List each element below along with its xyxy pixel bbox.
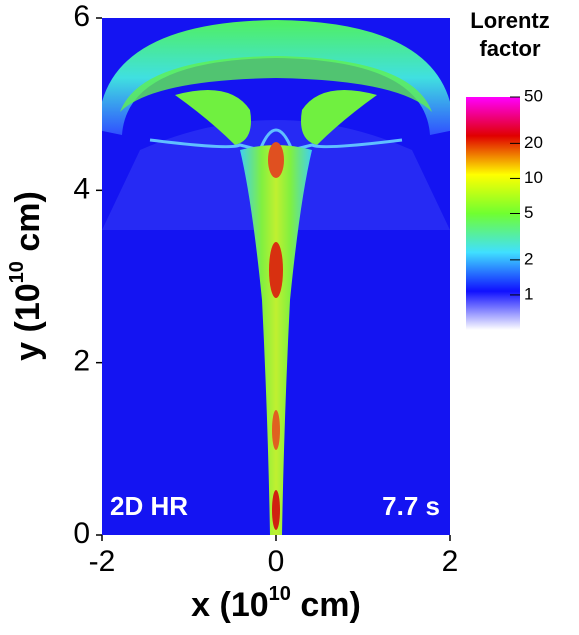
y-axis-label: y (1010 cm) (6, 191, 47, 361)
colorbar-tick-label: 5 (524, 203, 533, 222)
x-tick-label: -2 (89, 545, 116, 578)
colorbar-tick-label: 2 (524, 249, 533, 268)
colorbar-tick-label: 10 (524, 168, 543, 187)
y-tick-label: 2 (73, 345, 90, 378)
x-tick-label: 0 (268, 545, 285, 578)
x-axis-label: x (1010 cm) (191, 583, 361, 624)
annotation: 7.7 s (382, 491, 440, 521)
colorbar-tick-label: 1 (524, 284, 533, 303)
colorbar-tick-label: 20 (524, 133, 543, 152)
x-tick-label: 2 (442, 545, 459, 578)
annotation: 2D HR (110, 491, 188, 521)
colorbar-tick-label: 50 (524, 86, 543, 105)
y-tick-label: 0 (73, 517, 90, 550)
y-tick-label: 4 (73, 172, 90, 205)
colorbar-title: Lorentz (470, 8, 549, 33)
colorbar-title: factor (479, 36, 541, 61)
y-tick-label: 6 (73, 0, 90, 33)
field (102, 18, 450, 535)
